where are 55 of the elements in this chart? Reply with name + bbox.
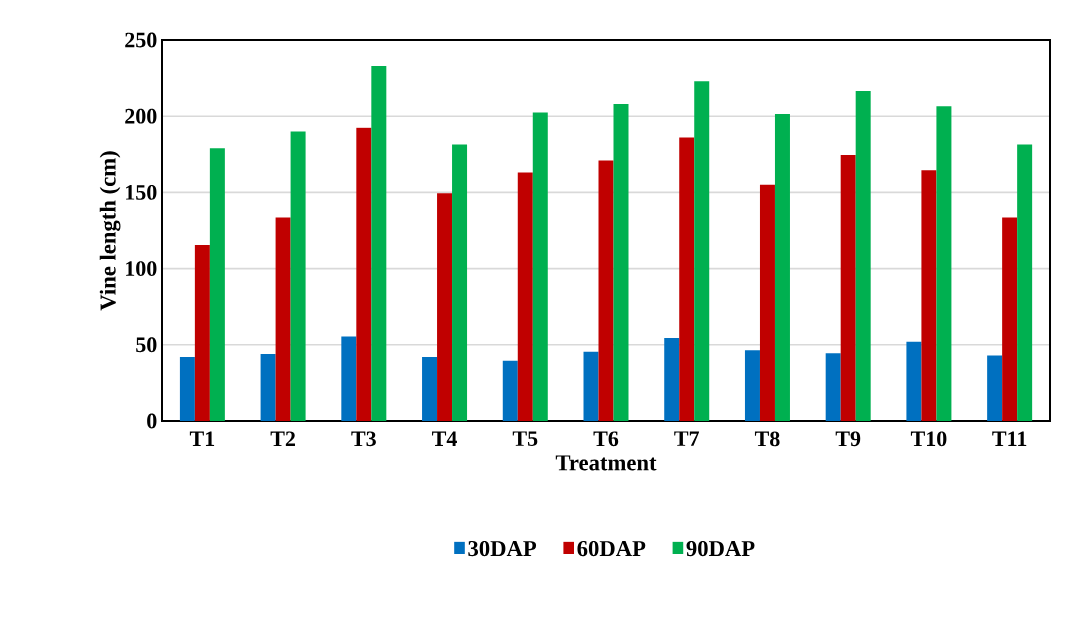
bar (437, 193, 453, 421)
bar (532, 112, 548, 421)
y-tick-label: 50 (136, 337, 157, 353)
x-tick-label: T2 (270, 431, 295, 446)
x-axis-title: Treatment (555, 455, 657, 471)
x-tick-label: T4 (432, 431, 457, 446)
bar (502, 360, 518, 421)
x-tick-label: T3 (351, 431, 376, 447)
bar (825, 353, 841, 421)
bar (840, 155, 856, 421)
bar (290, 131, 306, 421)
x-tick-label: T8 (754, 431, 780, 447)
y-tick-label: 0 (147, 413, 157, 429)
x-tick-label: T9 (835, 431, 861, 447)
x-tick-label: T11 (992, 431, 1027, 446)
bar (906, 341, 922, 421)
bar (613, 104, 629, 421)
x-tick-label: T6 (593, 431, 619, 447)
bar (936, 106, 952, 421)
bar (744, 350, 760, 421)
y-tick-label: 100 (126, 261, 157, 277)
bar (774, 113, 790, 421)
bar (209, 148, 225, 421)
bar (452, 144, 468, 421)
y-tick-label: 250 (125, 32, 157, 48)
y-tick-label: 150 (126, 184, 157, 200)
bar (987, 355, 1003, 421)
bar (1002, 217, 1018, 421)
x-tick-label: T1 (189, 431, 215, 446)
x-tick-label: T7 (674, 431, 700, 446)
bar (855, 91, 871, 421)
bar (517, 172, 533, 421)
bar (694, 81, 710, 421)
y-axis-title: Vine length (cm) (99, 151, 121, 311)
bar (664, 337, 680, 421)
bar (341, 336, 357, 421)
bar (759, 184, 775, 421)
bar (275, 217, 291, 421)
legend-label: 60DAP (577, 540, 646, 557)
bar (260, 353, 276, 421)
bar (583, 351, 599, 421)
bar (598, 160, 614, 421)
x-tick-label: T10 (910, 431, 947, 447)
bar (679, 137, 695, 421)
bar (371, 65, 387, 421)
bar (194, 244, 210, 421)
bar (179, 356, 195, 421)
legend-label: 90DAP (686, 540, 755, 557)
bar (356, 127, 372, 421)
bar (921, 170, 937, 421)
bar (422, 356, 438, 421)
x-tick-label: T5 (512, 431, 538, 447)
legend-label: 30DAP (468, 540, 537, 557)
bar (1017, 144, 1033, 421)
y-tick-label: 200 (125, 108, 157, 124)
